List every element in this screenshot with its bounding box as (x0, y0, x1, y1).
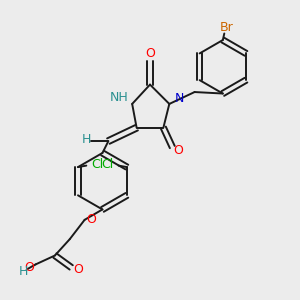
Text: O: O (173, 144, 183, 157)
Text: O: O (24, 261, 34, 274)
Text: H: H (81, 133, 91, 146)
Text: O: O (145, 47, 155, 60)
Text: N: N (174, 92, 184, 105)
Text: Br: Br (220, 21, 233, 34)
Text: O: O (73, 263, 83, 276)
Text: NH: NH (110, 92, 128, 104)
Text: H: H (19, 266, 28, 278)
Text: Cl: Cl (91, 158, 104, 171)
Text: O: O (86, 213, 96, 226)
Text: Cl: Cl (101, 158, 114, 171)
